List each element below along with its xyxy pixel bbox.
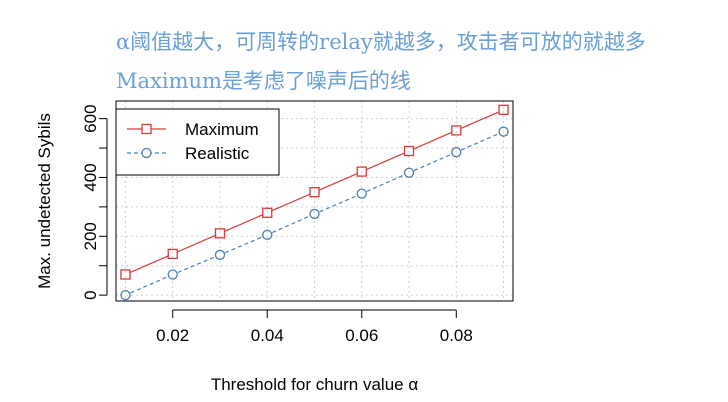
annotation-line-2: Maximum是考虑了噪声后的线 xyxy=(116,69,411,93)
realistic-point xyxy=(214,249,226,260)
maximum-point xyxy=(214,228,226,239)
realistic-point xyxy=(262,229,273,240)
realistic-point xyxy=(356,188,367,199)
y-tick-label: 0 xyxy=(81,290,100,299)
realistic-point xyxy=(167,269,178,280)
legend-maximum-label: Maximum xyxy=(185,120,259,139)
realistic-segment xyxy=(272,215,310,234)
axes: 0.02 0.04 0.06 0.08 0 200 400 600 xyxy=(81,104,473,345)
legend-realistic-marker xyxy=(141,147,152,159)
maximum-segment xyxy=(177,234,216,253)
x-tick-label: 0.04 xyxy=(251,326,284,345)
plot-frame xyxy=(115,100,514,302)
y-tick-label: 600 xyxy=(81,104,100,132)
maximum-point xyxy=(356,166,367,177)
maximum-segment xyxy=(366,152,405,170)
x-tick-label: 0.08 xyxy=(440,326,473,345)
maximum-point xyxy=(498,104,509,115)
maximum-segment xyxy=(130,255,168,273)
y-axis-label: Max. undetected Sybils xyxy=(35,113,54,289)
realistic-segment xyxy=(461,133,499,151)
realistic-segment xyxy=(413,153,452,172)
realistic-point xyxy=(403,167,415,178)
realistic-segment xyxy=(130,276,168,294)
x-tick-label: 0.06 xyxy=(345,326,378,345)
x-tick-label: 0.02 xyxy=(156,326,189,345)
maximum-segment xyxy=(224,214,263,232)
series-layer xyxy=(120,104,509,301)
legend-realistic-label: Realistic xyxy=(185,144,250,163)
y-tick-label: 200 xyxy=(81,222,100,250)
maximum-segment xyxy=(272,193,310,212)
y-tick-label: 400 xyxy=(81,163,100,191)
annotation-line-1: α阈值越大，可周转的relay就越多，攻击者可放的就越多 xyxy=(116,30,646,54)
realistic-point xyxy=(451,147,462,158)
maximum-point xyxy=(262,207,273,218)
maximum-segment xyxy=(461,111,499,129)
maximum-point xyxy=(451,125,462,136)
realistic-point xyxy=(309,208,320,220)
realistic-segment xyxy=(319,195,357,213)
legend-maximum-marker xyxy=(141,123,152,135)
realistic-segment xyxy=(177,256,216,273)
legend: Maximum Realistic xyxy=(115,108,280,176)
maximum-point xyxy=(309,187,320,198)
realistic-point xyxy=(120,289,131,301)
maximum-point xyxy=(120,269,131,280)
maximum-segment xyxy=(413,132,452,150)
x-axis-label: Threshold for churn value α xyxy=(211,375,418,394)
realistic-point xyxy=(498,126,509,137)
maximum-point xyxy=(403,145,415,157)
maximum-segment xyxy=(319,173,357,191)
legend-box xyxy=(115,108,280,176)
realistic-segment xyxy=(224,236,263,254)
maximum-point xyxy=(167,248,178,260)
